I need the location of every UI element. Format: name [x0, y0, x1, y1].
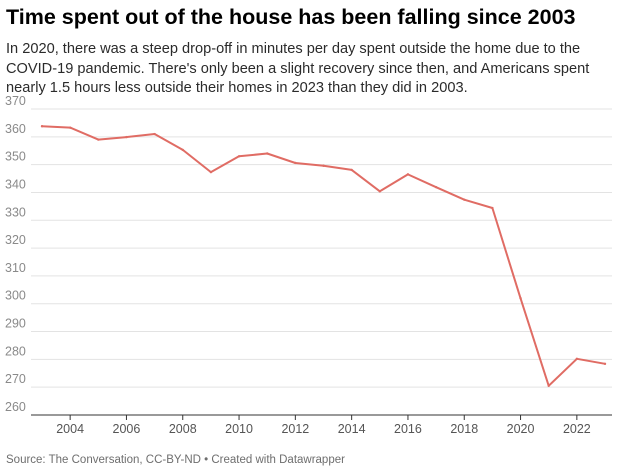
data-point	[153, 132, 156, 136]
x-tick-label: 2022	[563, 422, 591, 436]
y-tick-label: 290	[5, 317, 26, 331]
data-point	[68, 126, 72, 129]
data-point	[40, 125, 44, 128]
data-point	[350, 168, 353, 172]
data-point	[603, 362, 607, 366]
data-point	[237, 155, 241, 158]
chart-subtitle: In 2020, there was a steep drop-off in m…	[6, 41, 590, 96]
data-point	[378, 190, 381, 193]
y-tick-label: 350	[5, 150, 26, 164]
x-tick-label: 2016	[394, 422, 422, 436]
x-tick-label: 2020	[507, 422, 535, 436]
data-point	[322, 164, 325, 167]
data-point	[97, 138, 100, 141]
x-tick-label: 2014	[338, 422, 366, 436]
data-point	[209, 170, 213, 174]
data-point	[294, 161, 297, 165]
chart-title: Time spent out of the house has been fal…	[6, 5, 576, 29]
data-point	[491, 206, 494, 210]
series-layer	[40, 125, 607, 387]
x-tick-label: 2012	[281, 422, 309, 436]
x-axis-labels: 2004 2006 2008 2010 2012 2014 2016 2018 2020 2022	[56, 415, 591, 436]
data-point	[406, 173, 410, 176]
x-tick-label: 2006	[113, 422, 141, 436]
y-tick-label: 260	[5, 400, 26, 414]
data-point	[125, 135, 128, 139]
y-tick-label: 310	[5, 261, 26, 275]
data-point	[519, 296, 522, 300]
y-tick-label: 370	[5, 94, 26, 108]
data-point	[575, 357, 579, 361]
y-axis-labels: 260 270 280 290 300 310 320 330 340 350 360 370	[5, 94, 26, 414]
x-tick-label: 2008	[169, 422, 197, 436]
source-footer: Source: The Conversation, CC-BY-ND • Cre…	[6, 454, 345, 466]
y-tick-label: 270	[5, 372, 26, 386]
data-point	[463, 198, 466, 201]
y-tick-label: 320	[5, 233, 26, 247]
data-point	[181, 148, 184, 152]
line-chart: 260 270 280 290 300 310 320 330 340 350 360 370 200…	[5, 94, 612, 436]
x-tick-label: 2018	[450, 422, 478, 436]
y-tick-label: 330	[5, 205, 26, 219]
data-point	[547, 384, 550, 387]
gridlines	[31, 108, 612, 416]
y-tick-label: 300	[5, 289, 26, 303]
data-point	[266, 152, 269, 155]
data-point	[434, 185, 438, 189]
x-tick-label: 2004	[56, 422, 84, 436]
x-tick-label: 2010	[225, 422, 253, 436]
y-tick-label: 360	[5, 122, 26, 136]
y-tick-label: 280	[5, 344, 26, 358]
y-tick-label: 340	[5, 177, 26, 191]
